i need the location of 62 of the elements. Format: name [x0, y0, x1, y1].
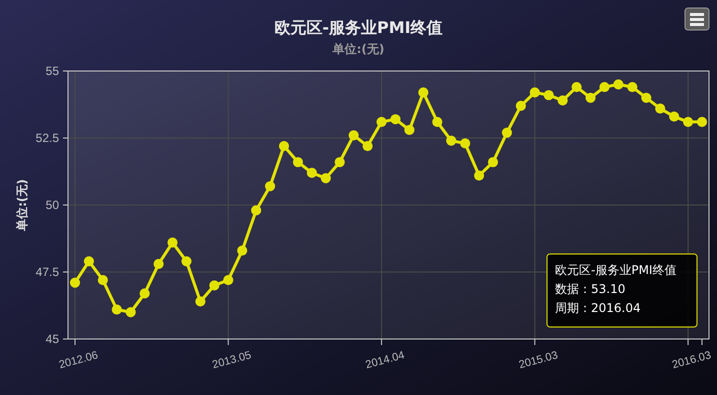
point [683, 116, 694, 127]
x-tick-label: 2016.03 [670, 349, 712, 372]
y-tick-label: 55 [46, 64, 60, 78]
point [585, 92, 596, 103]
chart-subtitle: 单位:(无) [332, 42, 384, 56]
y-tick-label: 52.5 [36, 130, 60, 145]
point [334, 157, 345, 168]
point [98, 275, 108, 286]
x-tick-label: 2013.05 [211, 349, 253, 372]
point [154, 258, 164, 269]
point [209, 280, 220, 290]
point [599, 82, 610, 92]
x-tick-label: 2012.06 [58, 349, 100, 372]
annotation: 欧元区-服务业PMI终值 [555, 263, 676, 277]
point [696, 116, 708, 127]
point [641, 92, 652, 103]
point [669, 112, 680, 122]
y-tick-label: 50 [46, 198, 60, 212]
point [558, 95, 568, 106]
point [572, 82, 582, 92]
x-tick-label: 2015.03 [518, 349, 560, 372]
point [70, 278, 80, 288]
y-tick-label: 45 [46, 332, 60, 346]
point [112, 304, 122, 315]
point [195, 296, 206, 307]
point [446, 136, 456, 146]
point [140, 288, 150, 298]
point [502, 128, 512, 138]
point [223, 275, 234, 286]
point [613, 79, 624, 90]
point [84, 256, 94, 266]
point [460, 138, 470, 148]
point [348, 130, 359, 140]
point [655, 103, 666, 114]
y-axis-title: 单位:(无) [15, 179, 29, 232]
x-tick-label: 2014.04 [364, 349, 406, 372]
point [237, 246, 248, 256]
point [474, 170, 484, 181]
point [627, 82, 638, 92]
point [516, 100, 526, 111]
y-tick-label: 47.5 [36, 264, 60, 279]
point [544, 90, 554, 100]
point [320, 173, 331, 184]
chart-title: 欧元区-服务业PMI终值 [274, 18, 443, 37]
point [292, 157, 303, 168]
point [278, 141, 290, 152]
point [265, 181, 276, 192]
annotation: 数据：53.10 [555, 282, 626, 296]
point [181, 256, 192, 266]
point [418, 87, 428, 98]
point [404, 124, 414, 135]
point [376, 116, 387, 127]
point [251, 205, 262, 216]
point [432, 116, 442, 127]
annotation: 周期：2016.04 [555, 301, 641, 315]
point [126, 307, 136, 318]
point [530, 87, 540, 98]
point [306, 168, 317, 178]
point [488, 157, 498, 168]
point [362, 141, 373, 152]
point [390, 114, 401, 124]
point [167, 237, 178, 248]
